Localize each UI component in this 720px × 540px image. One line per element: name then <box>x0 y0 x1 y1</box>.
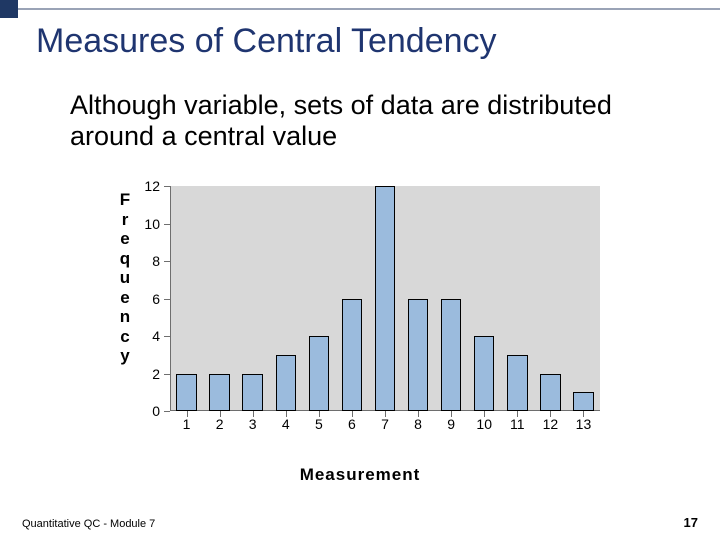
x-tick-label: 4 <box>282 416 290 432</box>
bar <box>176 374 197 412</box>
y-tick-label: 0 <box>130 403 160 419</box>
bar <box>441 299 462 412</box>
page-subtitle: Although variable, sets of data are dist… <box>70 90 680 152</box>
bar <box>408 299 429 412</box>
accent-box <box>0 0 18 18</box>
bar <box>276 355 297 411</box>
bar <box>209 374 230 412</box>
x-tick-label: 8 <box>414 416 422 432</box>
y-tick <box>164 299 170 300</box>
y-tick-label: 4 <box>130 328 160 344</box>
x-tick-label: 7 <box>381 416 389 432</box>
x-tick-label: 3 <box>249 416 257 432</box>
y-tick-label: 12 <box>130 178 160 194</box>
y-tick <box>164 411 170 412</box>
y-tick-label: 8 <box>130 253 160 269</box>
y-tick <box>164 186 170 187</box>
x-tick-label: 2 <box>216 416 224 432</box>
frequency-chart: 024681012 12345678910111213 <box>110 186 610 446</box>
y-tick <box>164 224 170 225</box>
bar <box>573 392 594 411</box>
y-tick <box>164 374 170 375</box>
x-tick-label: 9 <box>447 416 455 432</box>
x-tick-label: 5 <box>315 416 323 432</box>
bar <box>540 374 561 412</box>
y-tick-label: 6 <box>130 291 160 307</box>
bar <box>309 336 330 411</box>
bar <box>242 374 263 412</box>
y-tick-label: 10 <box>130 216 160 232</box>
bar <box>507 355 528 411</box>
x-tick-label: 6 <box>348 416 356 432</box>
x-tick-label: 12 <box>543 416 559 432</box>
footer-left: Quantitative QC - Module 7 <box>22 518 155 530</box>
page-title: Measures of Central Tendency <box>36 22 497 61</box>
y-tick-label: 2 <box>130 366 160 382</box>
bar <box>375 186 396 411</box>
plot-area: 024681012 <box>170 186 600 411</box>
x-tick-label: 13 <box>576 416 592 432</box>
x-tick-label: 1 <box>183 416 191 432</box>
accent-line <box>18 8 720 10</box>
x-tick-label: 10 <box>476 416 492 432</box>
y-tick <box>164 336 170 337</box>
x-tick-label: 11 <box>510 416 525 432</box>
y-tick <box>164 261 170 262</box>
bar <box>342 299 363 412</box>
bar <box>474 336 495 411</box>
y-axis-line <box>170 186 171 411</box>
page-number: 17 <box>684 515 698 530</box>
x-axis-label: Measurement <box>0 465 720 485</box>
